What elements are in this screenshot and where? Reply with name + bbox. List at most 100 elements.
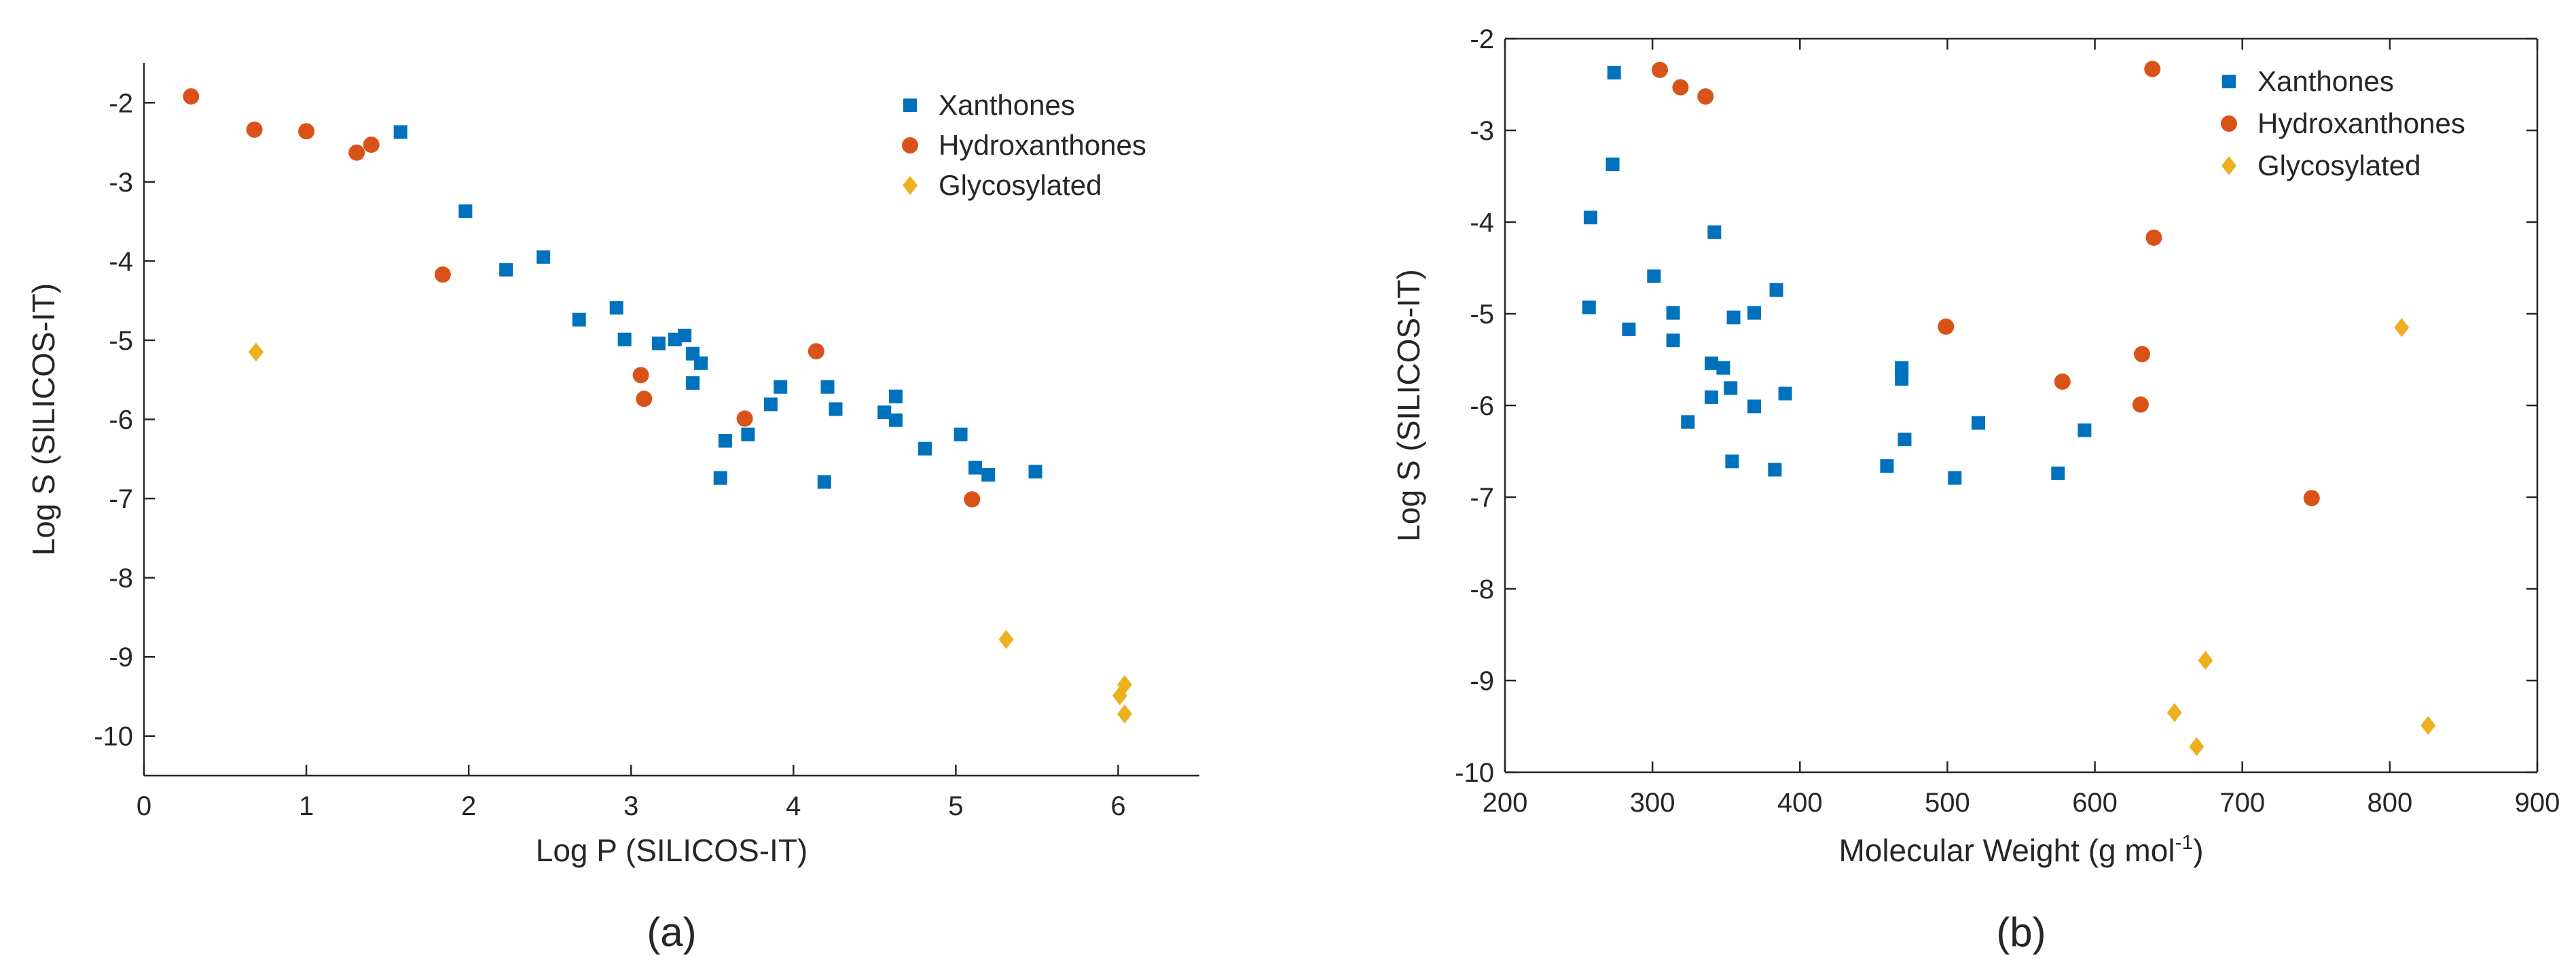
x-tick-label: 0 bbox=[137, 791, 151, 821]
legend-label: Hydroxanthones bbox=[939, 129, 1146, 161]
series-hydroxanthones bbox=[1652, 60, 2320, 507]
y-tick-label: -6 bbox=[1470, 391, 1494, 421]
data-point bbox=[713, 471, 727, 485]
data-point bbox=[774, 380, 788, 394]
series-glycosylated bbox=[248, 342, 1133, 724]
data-point bbox=[2420, 716, 2436, 736]
data-point bbox=[1938, 318, 1955, 335]
data-point bbox=[499, 263, 513, 277]
panel-label: (b) bbox=[1996, 909, 2046, 955]
data-point bbox=[1778, 386, 1792, 401]
data-point bbox=[1666, 333, 1680, 348]
data-point bbox=[1747, 306, 1761, 320]
data-point bbox=[393, 125, 407, 139]
data-point bbox=[1895, 372, 1909, 386]
x-tick-label: 400 bbox=[1777, 788, 1823, 818]
data-point bbox=[1647, 269, 1661, 283]
y-tick-label: -10 bbox=[1455, 758, 1494, 788]
data-point bbox=[877, 405, 892, 420]
x-tick-label: 200 bbox=[1483, 788, 1528, 818]
data-point bbox=[2198, 651, 2213, 670]
data-point bbox=[1972, 416, 1986, 430]
data-point bbox=[458, 204, 473, 218]
data-point bbox=[1895, 361, 1909, 375]
x-tick-label: 700 bbox=[2219, 788, 2265, 818]
data-point bbox=[918, 441, 932, 456]
data-point bbox=[678, 328, 692, 342]
data-point bbox=[1948, 471, 1962, 485]
data-point bbox=[741, 427, 755, 441]
legend-label: Xanthones bbox=[2257, 65, 2394, 97]
data-point bbox=[2303, 490, 2320, 507]
data-point bbox=[736, 410, 753, 427]
data-point bbox=[820, 380, 835, 394]
y-tick-label: -3 bbox=[1470, 116, 1494, 146]
series-hydroxanthones bbox=[183, 88, 981, 508]
data-point bbox=[1112, 686, 1127, 706]
data-point bbox=[1652, 61, 1668, 78]
data-point bbox=[348, 144, 365, 161]
x-axis-label: Molecular Weight (g mol-1) bbox=[1838, 831, 2203, 868]
x-tick-label: 300 bbox=[1630, 788, 1675, 818]
y-tick-label: -7 bbox=[1470, 483, 1494, 513]
data-point bbox=[1622, 322, 1636, 336]
data-point bbox=[1725, 454, 1739, 469]
data-point bbox=[1724, 381, 1738, 395]
y-tick-label: -4 bbox=[109, 247, 133, 276]
data-point bbox=[1117, 674, 1133, 694]
series-glycosylated bbox=[2166, 318, 2436, 757]
data-point bbox=[1768, 463, 1782, 477]
y-tick-label: -10 bbox=[94, 722, 133, 752]
data-point bbox=[609, 301, 623, 315]
data-point bbox=[2078, 423, 2092, 437]
data-point bbox=[617, 332, 632, 346]
data-point bbox=[998, 630, 1014, 649]
data-point bbox=[2166, 703, 2182, 723]
data-point bbox=[981, 468, 996, 482]
data-point bbox=[2145, 229, 2162, 246]
y-tick-label: -9 bbox=[109, 643, 133, 672]
x-tick-label: 600 bbox=[2072, 788, 2118, 818]
x-axis-label-suffix: ) bbox=[2193, 833, 2203, 868]
data-point bbox=[808, 343, 824, 360]
data-point bbox=[1666, 306, 1680, 320]
data-point bbox=[2144, 60, 2161, 77]
data-point bbox=[968, 460, 983, 475]
x-tick-label: 800 bbox=[2367, 788, 2412, 818]
series-xanthones bbox=[1582, 65, 2092, 485]
legend-marker bbox=[2221, 156, 2236, 175]
data-point bbox=[1898, 432, 1912, 446]
y-tick-label: -4 bbox=[1470, 208, 1494, 238]
data-point bbox=[636, 391, 653, 408]
data-point bbox=[2051, 466, 2065, 480]
data-point bbox=[1582, 300, 1596, 314]
series-xanthones bbox=[393, 125, 1042, 489]
data-point bbox=[183, 88, 200, 105]
y-axis-label: Log S (SILICOS-IT) bbox=[26, 283, 61, 556]
y-tick-label: -5 bbox=[109, 326, 133, 356]
x-tick-label: 4 bbox=[786, 791, 801, 821]
panel-label: (a) bbox=[647, 909, 696, 955]
data-point bbox=[2132, 396, 2149, 413]
x-tick-label: 1 bbox=[299, 791, 314, 821]
legend-marker bbox=[2222, 75, 2236, 88]
data-point bbox=[2394, 318, 2410, 338]
x-tick-label: 500 bbox=[1925, 788, 1970, 818]
data-point bbox=[632, 367, 649, 384]
data-point bbox=[434, 266, 451, 283]
data-point bbox=[1697, 88, 1714, 105]
data-point bbox=[1769, 283, 1783, 297]
data-point bbox=[1880, 459, 1894, 473]
data-point bbox=[572, 312, 586, 327]
panel-a: 0 1 2 3 4 5 6 -10 -9 -8 -7 -6 -5 -4 -3 -2 Log P (SILICOS… bbox=[26, 63, 1199, 955]
data-point bbox=[763, 397, 778, 412]
legend-label: Xanthones bbox=[939, 89, 1075, 121]
legend-label: Hydroxanthones bbox=[2257, 107, 2465, 139]
y-tick-label: -5 bbox=[1470, 300, 1494, 329]
y-tick-label: -9 bbox=[1470, 666, 1494, 696]
data-point bbox=[298, 123, 315, 140]
legend-label: Glycosylated bbox=[2257, 149, 2420, 181]
y-tick-label: -7 bbox=[109, 484, 133, 514]
data-point bbox=[1747, 399, 1761, 414]
